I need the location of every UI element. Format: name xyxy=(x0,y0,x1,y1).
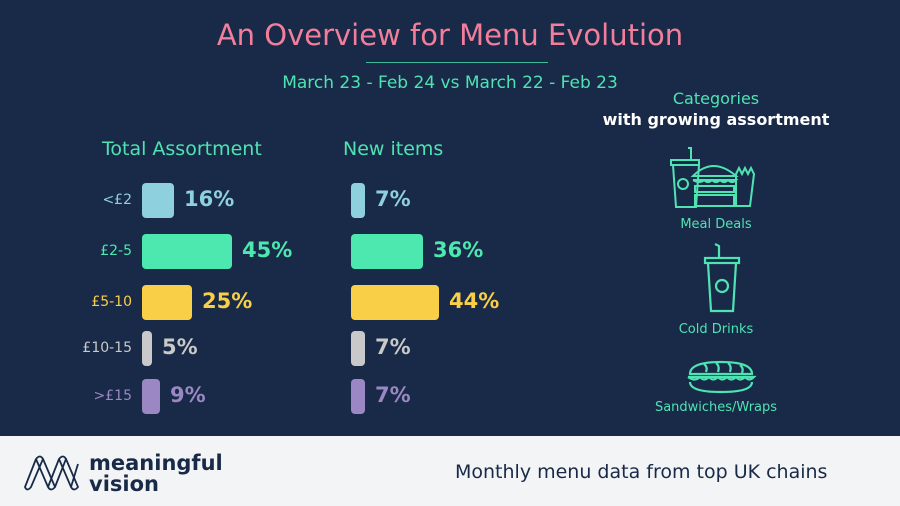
series-header-new: New items xyxy=(343,138,444,160)
bar xyxy=(351,379,365,414)
category-label: <£2 xyxy=(102,192,132,208)
brand-line2: vision xyxy=(89,472,159,496)
bar xyxy=(142,234,232,269)
page-title: An Overview for Menu Evolution xyxy=(216,18,684,52)
bar xyxy=(142,379,160,414)
bar xyxy=(351,234,423,269)
category-label: £2-5 xyxy=(100,243,132,259)
data-label: 7% xyxy=(375,383,411,407)
cold-drink-icon xyxy=(703,243,741,313)
data-label: 5% xyxy=(162,335,198,359)
data-label: 36% xyxy=(433,238,484,262)
category-label: >£15 xyxy=(93,388,132,404)
sandwich-icon xyxy=(687,360,757,394)
data-label: 44% xyxy=(449,289,500,313)
category-label: £5-10 xyxy=(91,294,132,310)
data-label: 9% xyxy=(170,383,206,407)
data-label: 45% xyxy=(242,238,293,262)
data-label: 16% xyxy=(184,187,235,211)
meal-deal-icon xyxy=(670,147,756,208)
footer-tagline: Monthly menu data from top UK chains xyxy=(455,461,828,483)
meaningful-vision-logo-icon xyxy=(24,455,80,491)
bar xyxy=(351,331,365,366)
bar xyxy=(142,331,152,366)
bar xyxy=(142,183,174,218)
category-label: Meal Deals xyxy=(680,217,752,232)
bar xyxy=(351,183,365,218)
page-subtitle: March 23 - Feb 24 vs March 22 - Feb 23 xyxy=(282,73,618,93)
category-label: Sandwiches/Wraps xyxy=(654,400,778,415)
data-label: 7% xyxy=(375,335,411,359)
category-label: Cold Drinks xyxy=(678,322,754,337)
footer xyxy=(0,436,900,506)
title-divider xyxy=(366,62,548,63)
bar xyxy=(142,285,192,320)
data-label: 7% xyxy=(375,187,411,211)
brand-name: meaningful vision xyxy=(89,453,223,495)
data-label: 25% xyxy=(202,289,253,313)
bar xyxy=(351,285,439,320)
category-label: £10-15 xyxy=(82,340,132,356)
categories-subtitle: with growing assortment xyxy=(602,110,830,129)
categories-title: Categories xyxy=(672,89,760,108)
brand-line1: meaningful xyxy=(89,451,223,475)
series-header-total: Total Assortment xyxy=(102,138,262,160)
